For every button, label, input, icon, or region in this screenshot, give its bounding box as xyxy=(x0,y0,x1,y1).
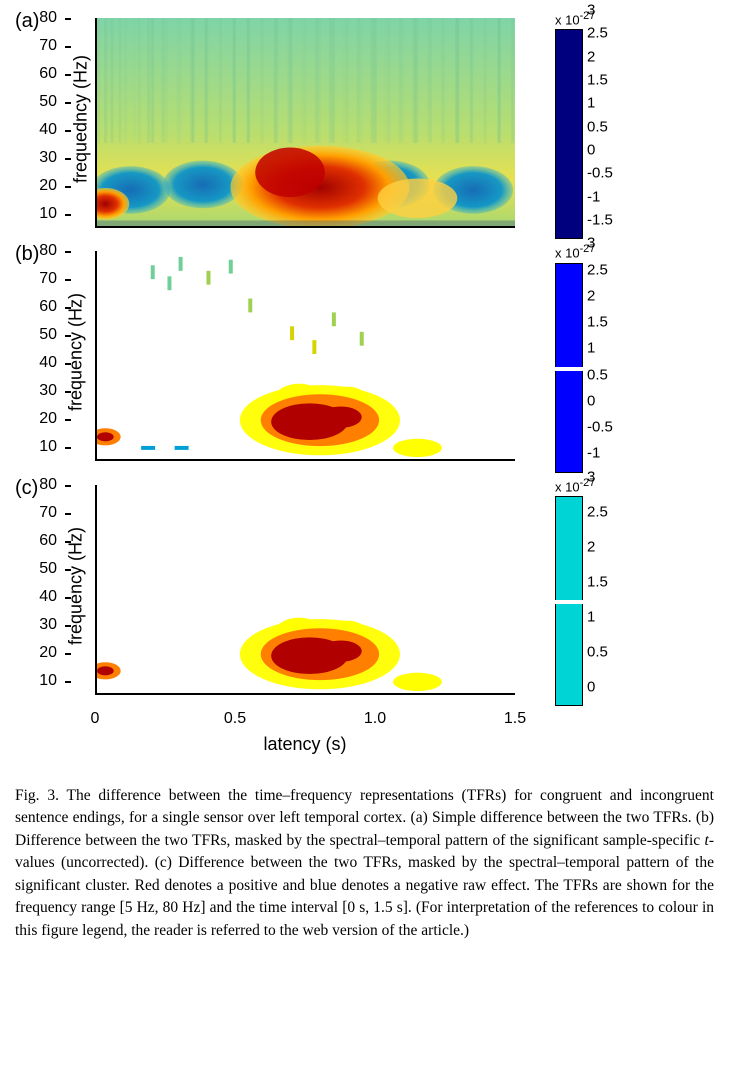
colorbar-tick: -1.5 xyxy=(587,212,613,229)
y-tick: 80 xyxy=(39,9,63,27)
colorbar-tick: 1.5 xyxy=(587,573,608,590)
y-tick: 30 xyxy=(39,149,63,167)
colorbar-tick: 1.5 xyxy=(587,314,608,331)
y-tick: 30 xyxy=(39,616,63,634)
colorbar-bar xyxy=(555,263,583,473)
panel-label: (a) xyxy=(15,10,39,33)
colorbar-tick: 0 xyxy=(587,678,595,695)
caption-body-1: The difference between the time–frequenc… xyxy=(15,787,714,849)
y-tick: 80 xyxy=(39,476,63,494)
y-tick: 50 xyxy=(39,326,63,344)
colorbar-tick: 3 xyxy=(587,235,595,252)
panel-row-c: (c)frequency (Hz)1020304050607080x 10-27… xyxy=(15,477,714,706)
panel-row-b: (b)frequency (Hz)1020304050607080x 10-27… xyxy=(15,243,714,472)
y-axis-label: frequency (Hz) xyxy=(66,293,87,411)
y-tick: 60 xyxy=(39,532,63,550)
panel-row-a: (a)frequedncy (Hz)1020304050607080 x 10-… xyxy=(15,10,714,239)
plot-area xyxy=(95,251,515,461)
y-tick: 80 xyxy=(39,242,63,260)
y-tick: 70 xyxy=(39,270,63,288)
y-tick: 70 xyxy=(39,37,63,55)
colorbar-tick: -0.5 xyxy=(587,165,613,182)
colorbar-tick: 2.5 xyxy=(587,503,608,520)
colorbar-tick: 2.5 xyxy=(587,261,608,278)
colorbar-tick: 0.5 xyxy=(587,118,608,135)
colorbar-tick: 3 xyxy=(587,2,595,19)
colorbar-bar xyxy=(555,29,583,239)
colorbar-tick: 1.5 xyxy=(587,72,608,89)
colorbar: x 10-2700.511.522.53 xyxy=(555,477,599,706)
colorbar-tick: 2 xyxy=(587,287,595,304)
y-tick: 40 xyxy=(39,121,63,139)
panel-a: (a) frequedncy (Hz) 10 20 30 40 50 60 70 80 xyxy=(15,10,515,228)
y-tick: 20 xyxy=(39,177,63,195)
colorbar-tick: 3 xyxy=(587,468,595,485)
plot-area xyxy=(95,485,515,695)
panel-label: (b) xyxy=(15,243,39,266)
colorbar: x 10-27-1-0.500.511.522.53 xyxy=(555,243,599,472)
panel-b: (b) frequency (Hz) 10 20 30 40 50 60 70 80 xyxy=(15,243,515,461)
colorbar-tick: 1 xyxy=(587,340,595,357)
colorbar-tick: 2 xyxy=(587,538,595,555)
y-tick: 60 xyxy=(39,65,63,83)
y-tick: 20 xyxy=(39,644,63,662)
colorbar-bar xyxy=(555,496,583,706)
x-tick: 0.5 xyxy=(224,710,246,728)
colorbar-tick: -0.5 xyxy=(587,419,613,436)
y-tick: 50 xyxy=(39,93,63,111)
plot-area xyxy=(95,18,515,228)
colorbar-tick: 0.5 xyxy=(587,366,608,383)
colorbar-tick: 2 xyxy=(587,48,595,65)
colorbar-tick: 0 xyxy=(587,142,595,159)
y-tick: 60 xyxy=(39,298,63,316)
colorbar-tick: 0 xyxy=(587,392,595,409)
y-tick: 40 xyxy=(39,354,63,372)
figure-3: (a)frequedncy (Hz)1020304050607080 x 10-… xyxy=(15,10,714,942)
colorbar-tick: -1 xyxy=(587,188,600,205)
y-tick: 50 xyxy=(39,560,63,578)
y-axis-label: frequedncy (Hz) xyxy=(71,55,92,183)
panel-c: (c) frequency (Hz) 10 20 30 40 50 60 70 80 xyxy=(15,477,515,695)
colorbar-tick: 1 xyxy=(587,608,595,625)
y-axis-label: frequency (Hz) xyxy=(66,527,87,645)
caption-prefix: Fig. 3. xyxy=(15,787,59,804)
colorbar-tick: -1 xyxy=(587,445,600,462)
x-ticks: 00.51.01.5 xyxy=(95,710,515,732)
panel-label: (c) xyxy=(15,477,38,500)
colorbar-tick: 2.5 xyxy=(587,25,608,42)
x-tick: 1.5 xyxy=(504,710,526,728)
y-tick: 30 xyxy=(39,382,63,400)
colorbar: x 10-27-1.5-1-0.500.511.522.53 xyxy=(555,10,599,239)
colorbar-tick: 0.5 xyxy=(587,643,608,660)
y-tick: 10 xyxy=(39,672,63,690)
y-tick: 40 xyxy=(39,588,63,606)
x-tick: 1.0 xyxy=(364,710,386,728)
y-tick: 70 xyxy=(39,504,63,522)
x-axis-label: latency (s) xyxy=(95,734,515,755)
y-tick: 10 xyxy=(39,438,63,456)
colorbar-tick: 1 xyxy=(587,95,595,112)
y-tick: 20 xyxy=(39,410,63,428)
x-tick: 0 xyxy=(91,710,100,728)
y-tick: 10 xyxy=(39,205,63,223)
figure-caption: Fig. 3. The difference between the time–… xyxy=(15,785,714,942)
